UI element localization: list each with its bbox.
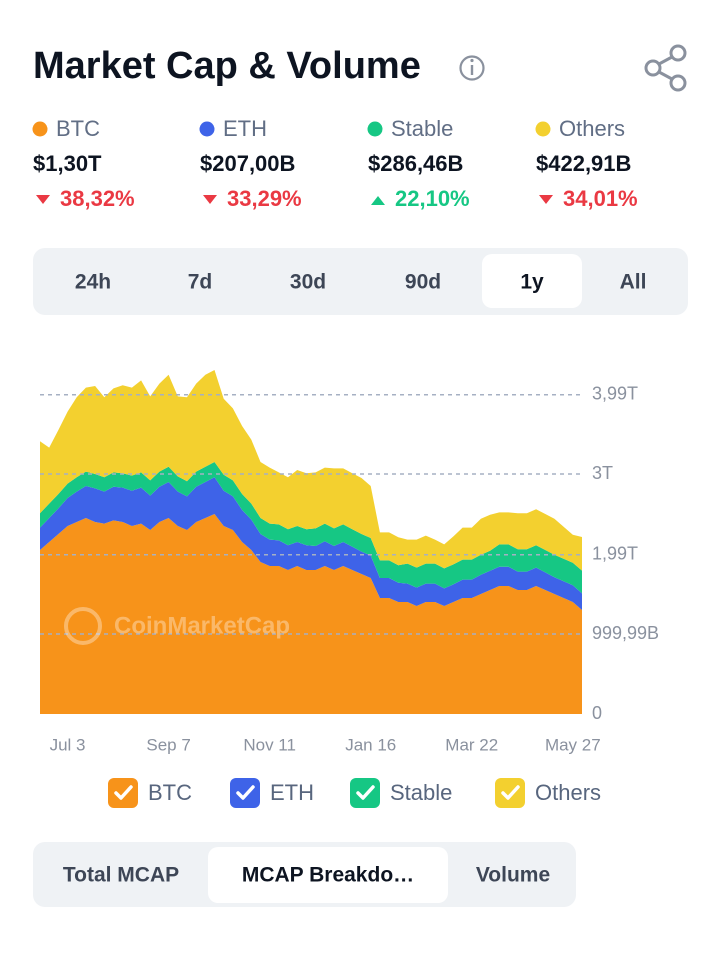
share-icon[interactable] — [644, 44, 687, 92]
legend-checkbox[interactable] — [350, 778, 380, 808]
time-tab[interactable]: 24h — [75, 271, 111, 294]
legend-item[interactable]: BTC — [108, 778, 192, 808]
y-tick-label: 0 — [592, 703, 602, 723]
watermark-logo — [64, 607, 102, 645]
stat-value: $207,00B — [200, 151, 295, 176]
x-tick-label: Nov 11 — [243, 735, 296, 754]
legend-item[interactable]: Stable — [350, 778, 452, 808]
area — [40, 370, 582, 571]
y-tick-label: 999,99B — [592, 623, 659, 643]
x-tick-label: May 27 — [545, 735, 601, 754]
trend-arrow — [36, 195, 50, 204]
legend-checkbox[interactable] — [230, 778, 260, 808]
area — [40, 477, 582, 610]
y-tick-label: 3T — [592, 463, 613, 483]
info-icon[interactable] — [459, 55, 485, 81]
x-tick-label: Jul 3 — [50, 735, 86, 754]
stat-change: 22,10% — [395, 186, 470, 211]
area — [40, 462, 582, 594]
y-tick-label: 3,99T — [592, 384, 638, 404]
view-tab[interactable]: Volume — [476, 864, 550, 887]
area — [40, 514, 582, 714]
time-tab[interactable]: All — [620, 271, 647, 294]
legend-checkbox[interactable] — [495, 778, 525, 808]
check-mark — [236, 785, 255, 800]
time-tab[interactable]: 1y — [520, 271, 544, 294]
legend-label: Others — [535, 780, 601, 805]
stat-change: 33,29% — [227, 186, 302, 211]
check-mark — [356, 785, 375, 800]
x-tick-label: Jan 16 — [345, 735, 396, 754]
stat-dot — [199, 121, 215, 137]
time-tabs — [33, 248, 688, 315]
trend-arrow — [371, 196, 385, 205]
legend-label: ETH — [270, 780, 314, 805]
trend-arrow — [539, 195, 553, 204]
time-tab[interactable]: 7d — [188, 271, 213, 294]
legend-label: BTC — [148, 780, 192, 805]
stat-name: BTC — [56, 116, 100, 141]
stat-dot — [32, 121, 48, 137]
stat-name: Others — [559, 116, 625, 141]
stat-dot — [367, 121, 383, 137]
stat-change: 38,32% — [60, 186, 135, 211]
x-tick-label: Mar 22 — [445, 735, 498, 754]
check-mark — [114, 785, 133, 800]
stat-value: $286,46B — [368, 151, 463, 176]
legend-item[interactable]: ETH — [230, 778, 314, 808]
y-tick-label: 1,99T — [592, 544, 638, 564]
title: Market Cap & Volume — [33, 45, 421, 87]
stat-dot — [535, 121, 551, 137]
stat-change: 34,01% — [563, 186, 638, 211]
check-mark — [501, 785, 520, 800]
view-tab[interactable]: Total MCAP — [63, 864, 179, 887]
stat-name: Stable — [391, 116, 453, 141]
trend-arrow — [203, 195, 217, 204]
x-tick-label: Sep 7 — [146, 735, 190, 754]
legend-label: Stable — [390, 780, 452, 805]
tab-selected — [482, 254, 582, 308]
stat-value: $422,91B — [536, 151, 631, 176]
watermark: CoinMarketCap — [114, 612, 290, 639]
stat-value: $1,30T — [33, 151, 102, 176]
view-tab[interactable]: MCAP Breakdo… — [242, 864, 414, 887]
legend-checkbox[interactable] — [108, 778, 138, 808]
tab-selected — [208, 847, 448, 903]
legend-item[interactable]: Others — [495, 778, 601, 808]
stat-name: ETH — [223, 116, 267, 141]
time-tab[interactable]: 90d — [405, 271, 441, 294]
time-tab[interactable]: 30d — [290, 271, 326, 294]
